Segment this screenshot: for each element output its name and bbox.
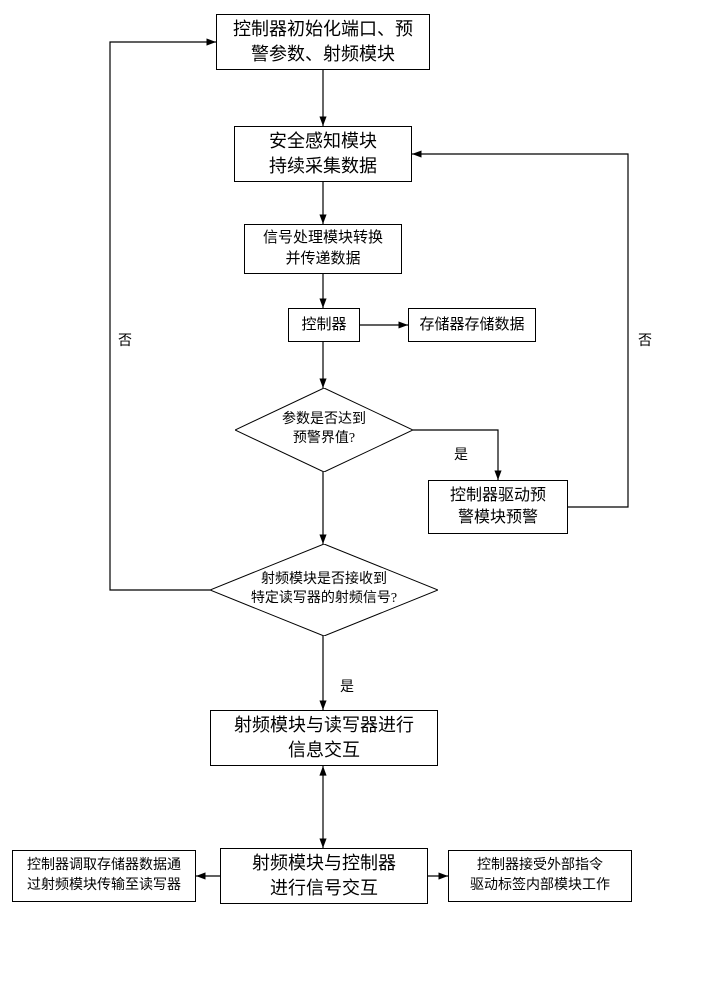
flow-node-n4: 控制器: [288, 308, 360, 342]
flow-node-n10: 控制器接受外部指令驱动标签内部模块工作: [448, 850, 632, 902]
flow-node-n1: 控制器初始化端口、预警参数、射频模块: [216, 14, 430, 70]
flow-node-n6: 控制器驱动预警模块预警: [428, 480, 568, 534]
flow-edge-e9: [110, 42, 216, 590]
edge-label-e6: 是: [452, 444, 470, 464]
edge-label-e10: 是: [338, 676, 356, 696]
flow-node-n2: 安全感知模块持续采集数据: [234, 126, 412, 182]
flow-decision-d1: 参数是否达到预警界值?: [235, 388, 413, 472]
flow-node-n9: 控制器调取存储器数据通过射频模块传输至读写器: [12, 850, 196, 902]
flow-node-n5: 存储器存储数据: [408, 308, 536, 342]
flow-node-n7: 射频模块与读写器进行信息交互: [210, 710, 438, 766]
flow-decision-d2: 射频模块是否接收到特定读写器的射频信号?: [210, 544, 438, 636]
flow-node-n3: 信号处理模块转换并传递数据: [244, 224, 402, 274]
edge-label-e7: 否: [636, 330, 654, 350]
edge-label-e9: 否: [116, 330, 134, 350]
flow-node-n8: 射频模块与控制器进行信号交互: [220, 848, 428, 904]
